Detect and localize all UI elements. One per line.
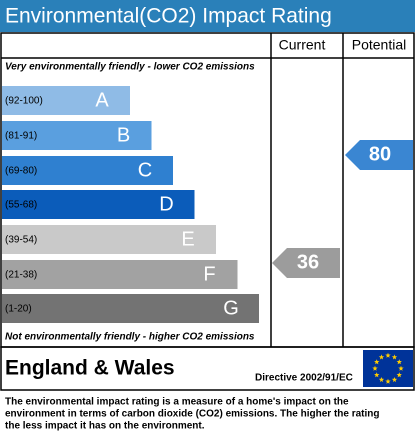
band-range: (55-68) — [5, 200, 37, 211]
eu-star — [396, 372, 402, 378]
band-range: (92-100) — [5, 96, 43, 107]
band-letter: D — [159, 193, 173, 215]
band-range: (21-38) — [5, 270, 37, 281]
title: Environmental(CO2) Impact Rating — [5, 5, 332, 28]
eu-star — [372, 365, 378, 371]
band-bar — [2, 121, 152, 150]
eu-star — [398, 365, 404, 371]
column-header: Potential — [352, 37, 406, 53]
top-note: Very environmentally friendly - lower CO… — [5, 62, 255, 73]
description-line: The environmental impact rating is a mea… — [5, 397, 349, 408]
band-letter: A — [95, 89, 109, 111]
band-range: (69-80) — [5, 166, 37, 177]
eu-star — [378, 377, 385, 382]
eu-star — [374, 372, 380, 378]
band-letter: G — [223, 297, 239, 319]
title-bar — [0, 0, 415, 32]
band-range: (1-20) — [5, 304, 32, 315]
description-line: the less impact it has on the environmen… — [5, 421, 205, 432]
column-header: Current — [279, 37, 326, 53]
band-letter: B — [117, 124, 130, 146]
footer-frame — [0, 346, 415, 391]
band-bar — [2, 294, 259, 323]
band-bar — [2, 156, 173, 185]
current-rating: 36 — [297, 251, 319, 273]
band-bar — [2, 260, 238, 289]
directive: Directive 2002/91/EC — [255, 373, 353, 384]
eu-star — [378, 354, 385, 360]
eu-star — [391, 377, 398, 382]
band-letter: F — [203, 263, 215, 285]
band-letter: C — [138, 159, 152, 181]
eu-star — [385, 352, 391, 358]
eu-star — [391, 354, 398, 360]
band-bar — [2, 86, 130, 115]
current-arrow — [272, 248, 340, 278]
eu-star — [396, 359, 402, 365]
potential-rating: 80 — [369, 143, 391, 165]
region: England & Wales — [5, 357, 175, 380]
band-range: (81-91) — [5, 131, 37, 142]
bottom-note: Not environmentally friendly - higher CO… — [5, 332, 255, 343]
band-bar — [2, 190, 195, 219]
band-range: (39-54) — [5, 235, 37, 246]
band-bar — [2, 225, 216, 254]
eu-star — [374, 359, 380, 365]
band-letter: E — [181, 228, 194, 250]
eu-star — [385, 378, 391, 384]
potential-arrow — [345, 140, 413, 170]
description-line: environment in terms of carbon dioxide (… — [5, 409, 380, 420]
